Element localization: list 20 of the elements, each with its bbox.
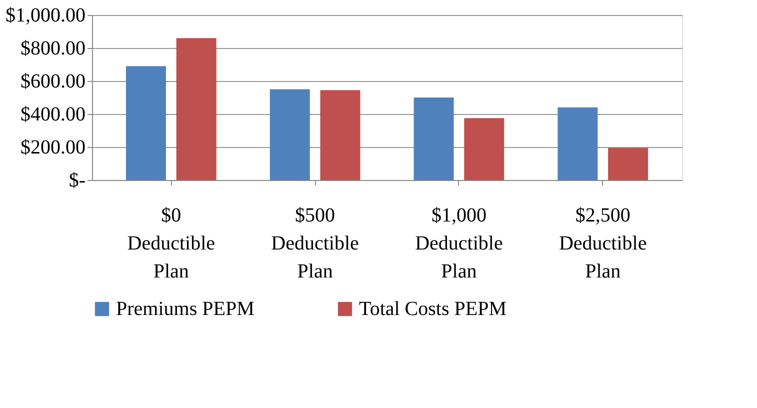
y-tick-label: $-	[68, 170, 86, 192]
y-tick-label: $200.00	[20, 136, 86, 158]
y-tick-label: $1,000.00	[6, 4, 86, 26]
bar	[320, 90, 360, 180]
x-tick-label: $2,500 Deductible Plan	[558, 204, 647, 282]
bar	[414, 98, 454, 180]
bar	[176, 38, 216, 180]
y-tick-label: $600.00	[20, 70, 86, 92]
y-tick-label: $800.00	[20, 38, 86, 60]
bar	[126, 66, 166, 180]
x-tick-label: $500 Deductible Plan	[271, 204, 360, 282]
legend-label: Premiums PEPM	[116, 298, 255, 320]
bar	[270, 89, 310, 180]
bar	[464, 118, 504, 180]
y-tick-label: $400.00	[20, 104, 86, 126]
x-tick-label: $1,000 Deductible Plan	[415, 204, 503, 282]
x-tick-label: $0 Deductible Plan	[127, 204, 216, 282]
bar	[608, 148, 648, 180]
legend-label: Total Costs PEPM	[359, 298, 507, 320]
bar	[558, 107, 598, 180]
